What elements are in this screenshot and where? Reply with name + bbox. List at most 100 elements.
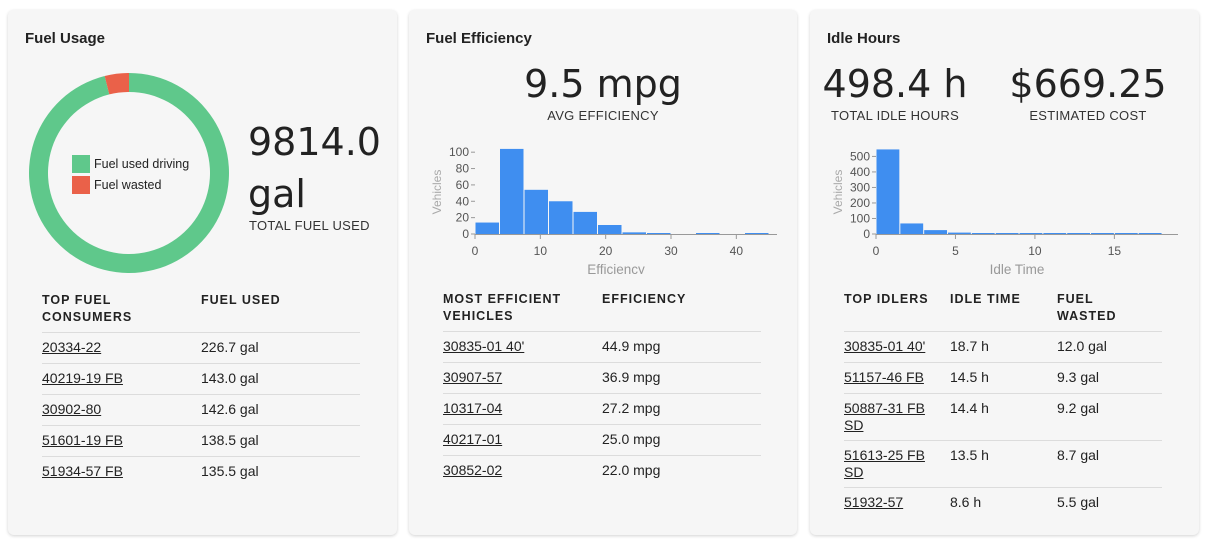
table-row: 51601-19 FB 138.5 gal (42, 425, 360, 457)
idle-hist-bar (948, 232, 971, 234)
avg-efficiency-caption: AVG EFFICIENCY (547, 108, 659, 123)
vehicle-link[interactable]: 51934-57 FB (42, 463, 123, 479)
idle-hist-x-tick-label: 10 (1028, 244, 1042, 258)
table-row: 10317-04 27.2 mpg (443, 393, 761, 425)
fuel-used-value: 142.6 gal (201, 394, 360, 426)
efficiency-hist-x-tick-label: 30 (664, 244, 678, 258)
efficiency-hist-bar (500, 148, 524, 234)
efficiency-hist-bar (647, 233, 671, 234)
idle-hist-y-tick-label: 400 (850, 165, 870, 179)
vehicle-link[interactable]: 51613-25 FB SD (844, 447, 925, 480)
efficiency-hist-bar (696, 233, 720, 234)
fuel-usage-title: Fuel Usage (25, 30, 106, 47)
idle-hist-bar (1067, 233, 1091, 234)
vehicle-link[interactable]: 51601-19 FB (42, 432, 123, 448)
efficiency-hist-x-tick-label: 40 (730, 244, 744, 258)
table-row: 51934-57 FB 135.5 gal (42, 456, 360, 487)
efficiency-value: 44.9 mpg (602, 331, 761, 363)
table-row: 51157-46 FB 14.5 h 9.3 gal (844, 362, 1162, 394)
total-fuel-unit: gal (248, 172, 306, 216)
efficiency-value: 25.0 mpg (602, 424, 761, 456)
vehicle-link[interactable]: 30835-01 40' (844, 338, 926, 354)
vehicle-link[interactable]: 40217-01 (443, 431, 503, 447)
vehicle-link[interactable]: 50887-31 FB SD (844, 400, 925, 433)
idle-hist-x-tick-label: 0 (873, 244, 880, 258)
fuel-usage-card: Fuel Usage Fuel used driving Fuel wasted… (8, 10, 397, 535)
top-idlers-table: TOP IDLERS IDLE TIME FUEL WASTED 30835-0… (844, 291, 1162, 518)
vehicle-link[interactable]: 30852-02 (443, 462, 503, 478)
table-row: 40219-19 FB 143.0 gal (42, 363, 360, 395)
fuel-used-value: 135.5 gal (201, 456, 360, 487)
table-row: 51932-57 8.6 h 5.5 gal (844, 487, 1162, 518)
idle-hist-y-axis-label: Vehicles (831, 170, 845, 215)
estimated-cost-caption: ESTIMATED COST (1029, 108, 1147, 123)
fuel-wasted-value: 8.7 gal (1057, 440, 1162, 488)
idle-hist-x-tick-label: 5 (952, 244, 959, 258)
vehicle-link[interactable]: 20334-22 (42, 339, 102, 355)
vehicle-link[interactable]: 30835-01 40' (443, 338, 525, 354)
most-efficient-table: MOST EFFICIENT VEHICLES EFFICIENCY 30835… (443, 291, 761, 486)
efficiency-hist-y-tick-label: 60 (456, 178, 470, 192)
estimated-cost-value: $669.25 (1009, 62, 1167, 106)
idle-hist-x-axis-label: Idle Time (990, 262, 1045, 274)
fuel-used-value: 226.7 gal (201, 332, 360, 364)
efficiency-value: 22.0 mpg (602, 455, 761, 486)
table-row: 40217-01 25.0 mpg (443, 424, 761, 456)
idle-hist-bar (876, 149, 900, 234)
idle-time-value: 8.6 h (950, 487, 1057, 518)
table-row: 20334-22 226.7 gal (42, 332, 360, 364)
vehicle-link[interactable]: 51157-46 FB (844, 369, 924, 385)
legend-swatch-driving (72, 154, 90, 173)
efficiency-hist-x-tick-label: 20 (599, 244, 613, 258)
idle-hist-bar (971, 233, 995, 234)
total-fuel-value: 9814.0 (248, 120, 381, 164)
efficiency-value: 27.2 mpg (602, 393, 761, 425)
efficiency-hist-y-tick-label: 0 (462, 227, 469, 241)
fuel-used-value: 143.0 gal (201, 363, 360, 395)
fuel-wasted-value: 9.3 gal (1057, 362, 1162, 394)
efficiency-hist-y-tick-label: 100 (449, 145, 469, 159)
legend-item-wasted: Fuel wasted (72, 174, 189, 195)
idle-hist-bar (1091, 233, 1114, 234)
top-fuel-consumers-table: TOP FUEL CONSUMERS FUEL USED 20334-22 22… (42, 292, 360, 487)
table-row: 50887-31 FB SD 14.4 h 9.2 gal (844, 393, 1162, 441)
efficiency-hist-bar (573, 211, 597, 234)
fuel-donut-chart (29, 73, 230, 273)
vehicle-link[interactable]: 10317-04 (443, 400, 503, 416)
vehicle-link[interactable]: 40219-19 FB (42, 370, 123, 386)
col-header-fuel-wasted: FUEL WASTED (1057, 292, 1117, 323)
fuel-wasted-value: 9.2 gal (1057, 393, 1162, 441)
donut-legend: Fuel used driving Fuel wasted (72, 153, 189, 195)
vehicle-link[interactable]: 30907-57 (443, 369, 503, 385)
col-header-fuel-used: FUEL USED (201, 293, 281, 307)
legend-label-wasted: Fuel wasted (94, 177, 162, 192)
idle-time-value: 13.5 h (950, 440, 1057, 488)
efficiency-hist-y-tick-label: 20 (456, 211, 470, 225)
idle-hist-y-tick-label: 300 (850, 180, 870, 194)
total-idle-caption: TOTAL IDLE HOURS (830, 108, 960, 123)
idle-hist-bar (1043, 233, 1067, 234)
table-row: 30902-80 142.6 gal (42, 394, 360, 426)
idle-hist-bar (1138, 233, 1162, 234)
efficiency-hist-bar (598, 225, 622, 234)
avg-efficiency-value: 9.5 mpg (524, 62, 682, 106)
total-fuel-caption: TOTAL FUEL USED (249, 218, 370, 233)
vehicle-link[interactable]: 30902-80 (42, 401, 102, 417)
efficiency-hist-x-tick-label: 10 (534, 244, 548, 258)
idle-hist-x-tick-label: 15 (1108, 244, 1122, 258)
idle-hist-y-tick-label: 100 (850, 211, 870, 225)
legend-item-driving: Fuel used driving (72, 153, 189, 174)
fuel-wasted-value: 5.5 gal (1057, 487, 1162, 518)
table-row: 30835-01 40' 18.7 h 12.0 gal (844, 331, 1162, 363)
idle-hist-bar (1019, 233, 1043, 234)
efficiency-hist-x-axis-label: Efficiency (587, 262, 645, 274)
col-header-idle-time: IDLE TIME (950, 292, 1021, 306)
efficiency-hist-x-tick-label: 0 (472, 244, 479, 258)
fuel-wasted-value: 12.0 gal (1057, 331, 1162, 363)
efficiency-hist-bar (475, 222, 499, 234)
idle-time-value: 14.4 h (950, 393, 1057, 441)
fuel-efficiency-card: Fuel Efficiency 9.5 mpg AVG EFFICIENCY 0… (409, 10, 797, 535)
vehicle-link[interactable]: 51932-57 (844, 494, 904, 510)
table-row: 30852-02 22.0 mpg (443, 455, 761, 486)
efficiency-hist-bar (549, 201, 573, 234)
